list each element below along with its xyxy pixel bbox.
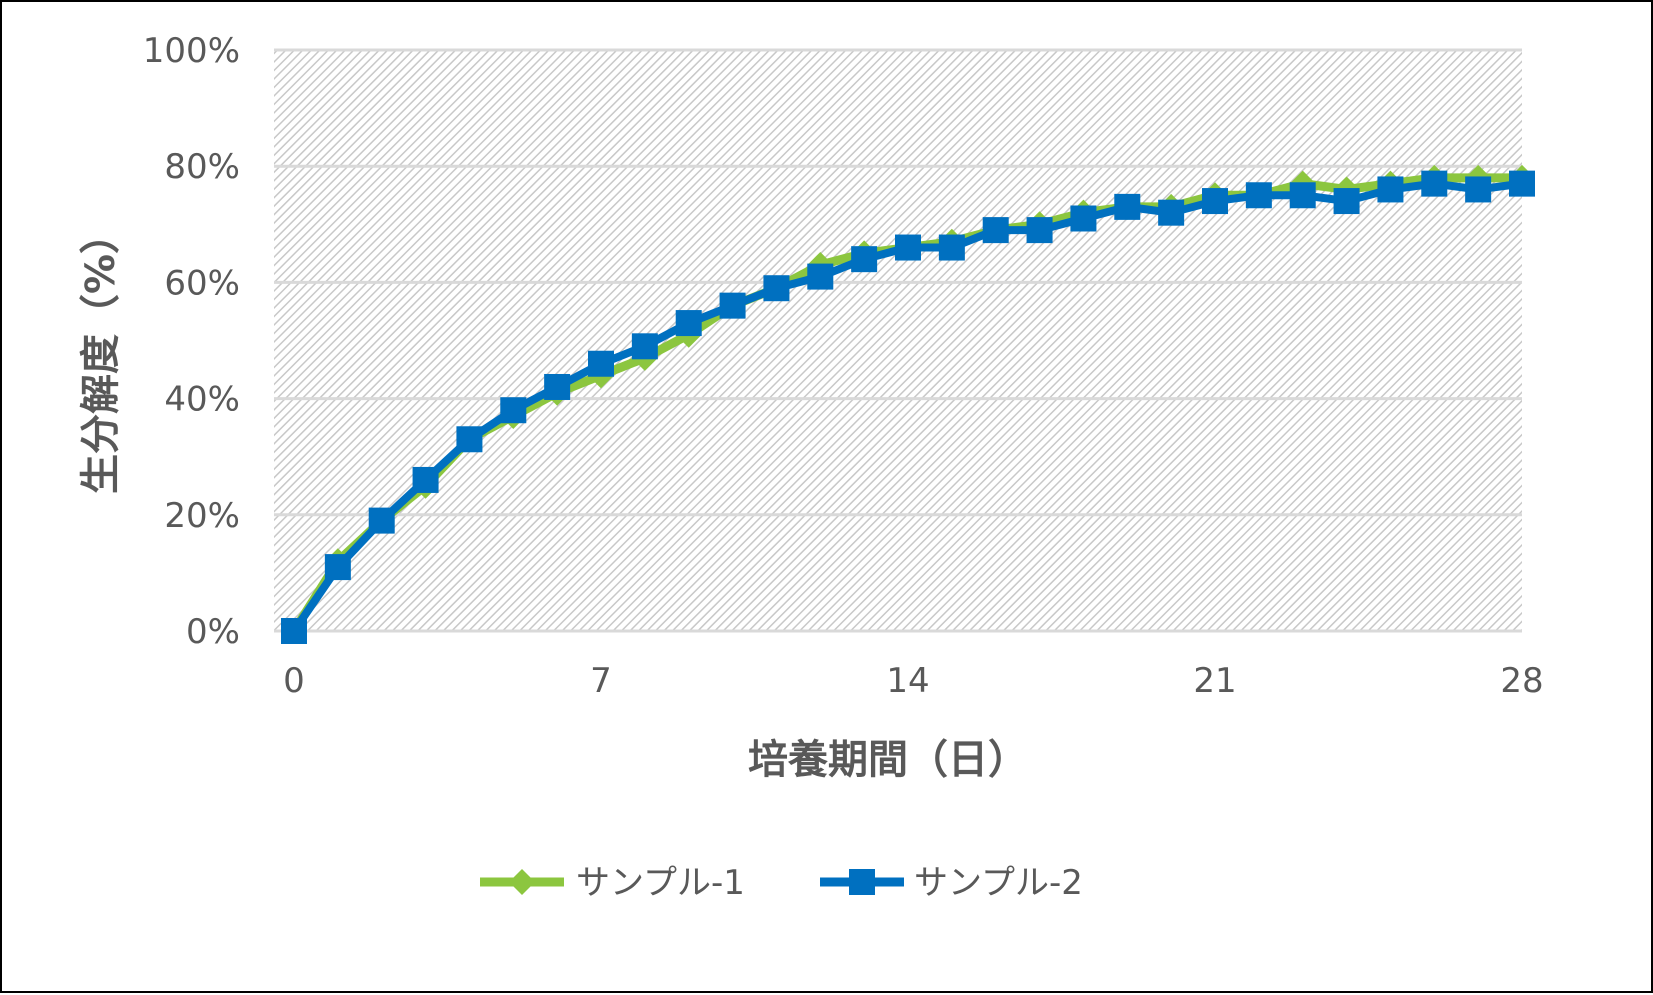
data-point	[544, 373, 571, 400]
data-point	[509, 869, 535, 895]
data-point	[675, 310, 702, 337]
data-point	[895, 234, 921, 261]
data-point	[500, 397, 527, 424]
data-point	[1289, 182, 1316, 209]
data-point	[807, 263, 834, 290]
y-tick-label: 100%	[143, 31, 240, 71]
data-point	[849, 869, 875, 895]
y-tick-label: 20%	[164, 496, 240, 536]
data-point	[281, 618, 307, 644]
x-axis-title: 培養期間（日）	[748, 737, 1028, 783]
legend-item-1: サンプル-1	[480, 863, 745, 903]
data-point	[851, 246, 878, 273]
legend-item-2: サンプル-2	[820, 863, 1083, 903]
data-point	[1070, 205, 1097, 232]
data-point	[938, 234, 965, 261]
y-tick-label: 0%	[186, 612, 240, 652]
y-tick-label: 60%	[164, 263, 240, 303]
data-point	[456, 426, 483, 453]
data-point	[1202, 188, 1228, 215]
data-point	[368, 507, 395, 534]
y-axis-tick-labels: 0% 20% 40% 60% 80% 100%	[143, 31, 240, 652]
y-tick-label: 80%	[164, 147, 240, 187]
data-point	[982, 217, 1009, 244]
x-tick-label: 0	[283, 661, 305, 701]
data-point	[1377, 176, 1404, 203]
data-point	[1114, 193, 1141, 220]
y-tick-label: 40%	[164, 380, 240, 420]
plot-area	[274, 50, 1522, 631]
x-tick-label: 21	[1193, 661, 1236, 701]
data-point	[1158, 199, 1185, 226]
x-tick-label: 28	[1500, 661, 1543, 701]
x-tick-label: 14	[886, 661, 929, 701]
x-tick-label: 7	[590, 661, 612, 701]
legend-label: サンプル-1	[576, 863, 745, 903]
data-point	[412, 466, 439, 493]
series-layer	[281, 164, 1535, 644]
data-point	[1421, 170, 1448, 197]
data-point	[324, 554, 351, 581]
data-point	[1465, 176, 1492, 203]
legend: サンプル-1 サンプル-2	[480, 863, 1083, 903]
y-axis-title: 生分解度（%）	[78, 214, 124, 494]
data-point	[1509, 170, 1535, 197]
data-point	[763, 275, 790, 302]
data-point	[1026, 217, 1053, 244]
legend-label: サンプル-2	[914, 863, 1083, 903]
data-point	[1333, 188, 1360, 215]
x-axis-tick-labels: 0 7 14 21 28	[283, 661, 1543, 701]
data-point	[588, 350, 614, 377]
data-point	[719, 292, 746, 319]
series-2	[281, 170, 1535, 644]
grid-lines	[274, 48, 1522, 633]
data-point	[1245, 182, 1272, 209]
data-point	[631, 333, 658, 360]
